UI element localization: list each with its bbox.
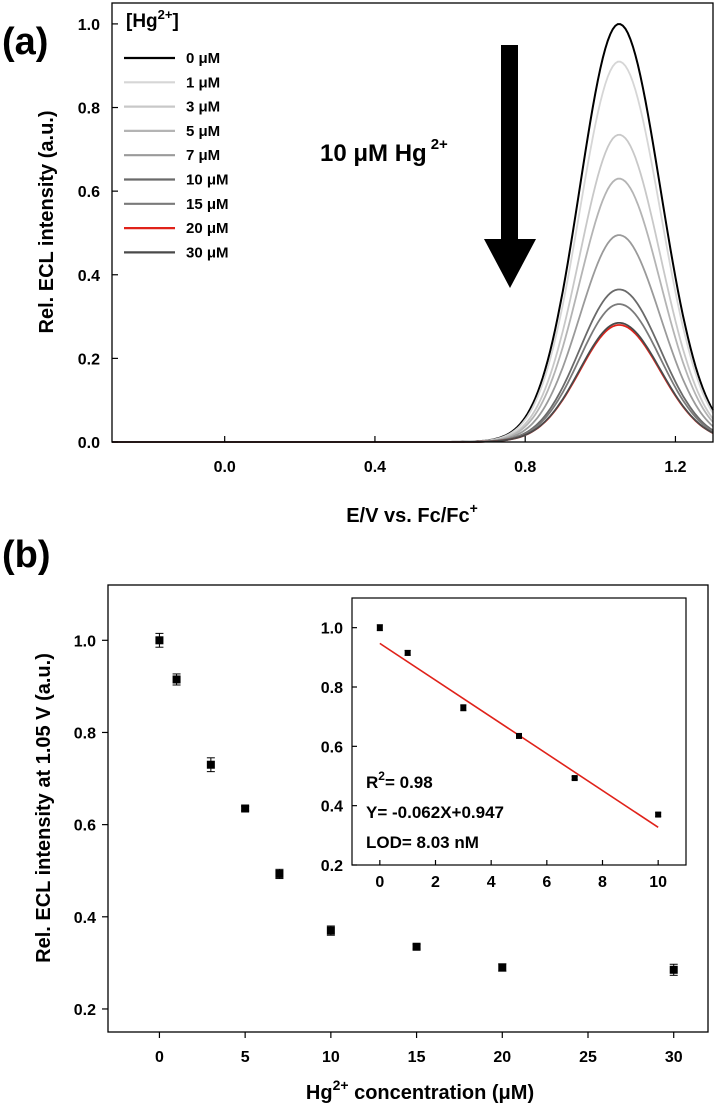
- y-tick-label: 0.0: [78, 435, 100, 452]
- panel-a-label: (a): [2, 21, 48, 63]
- ecl-curve: [112, 324, 714, 443]
- chart-a-y-ticks: 0.0 0.2 0.4 0.6 0.8 1.0: [78, 17, 118, 452]
- y-tick-label: 0.2: [321, 858, 343, 875]
- ecl-curve: [112, 322, 714, 443]
- data-point: [275, 869, 284, 878]
- inset-y-ticks: 0.2 0.4 0.6 0.8 1.0: [321, 621, 357, 875]
- data-point: [412, 942, 421, 951]
- x-tick-label: 1.2: [664, 459, 686, 476]
- x-tick-label: 0: [155, 1049, 164, 1066]
- x-tick-label: 10: [649, 874, 667, 891]
- y-tick-label: 0.6: [321, 739, 343, 756]
- chart-b-x-axis-title: Hg2+ concentration (μM): [306, 1077, 534, 1104]
- ecl-curve: [112, 234, 714, 443]
- arrow-annotation: 10 μM Hg 2+: [320, 136, 448, 167]
- panel-b-label: (b): [2, 534, 51, 576]
- legend-label: 30 μM: [186, 244, 229, 261]
- data-point: [404, 649, 411, 656]
- x-tick-label: 0.4: [364, 459, 386, 476]
- y-tick-label: 0.6: [74, 818, 96, 835]
- x-tick-label: 4: [487, 874, 496, 891]
- data-point: [326, 926, 335, 935]
- chart-a-frame: [111, 2, 714, 443]
- y-tick-label: 0.2: [74, 1002, 96, 1019]
- legend-label: 0 μM: [186, 50, 220, 67]
- equation-text: Y= -0.062X+0.947: [366, 803, 504, 822]
- y-tick-label: 1.0: [78, 17, 100, 34]
- chart-b-y-ticks: 0.2 0.4 0.6 0.8 1.0: [74, 633, 108, 1019]
- chart-b: 0 5 10 15 20 25 30 0.20.40.60.81.0 Hg2+ concen…: [33, 584, 709, 1104]
- data-point: [155, 636, 164, 645]
- y-tick-label: 1.0: [74, 633, 96, 650]
- legend: 0 μM 1 μM 3 μM 5 μM 7 μM 10 μM 15 μM 20 μM 30 μM: [124, 50, 229, 261]
- legend-label: 20 μM: [186, 220, 229, 237]
- data-point: [460, 704, 467, 711]
- y-tick-label: 0.4: [78, 268, 100, 285]
- chart-b-points: [155, 632, 678, 976]
- chart-b-x-ticks: 0 5 10 15 20 25 30: [155, 1032, 683, 1066]
- data-point: [241, 804, 250, 813]
- legend-label: 7 μM: [186, 147, 220, 164]
- x-tick-label: 6: [542, 874, 551, 891]
- y-tick-label: 0.4: [321, 799, 343, 816]
- y-tick-label: 0.2: [78, 351, 100, 368]
- ecl-curve: [112, 288, 714, 443]
- x-tick-label: 5: [241, 1049, 250, 1066]
- legend-label: 3 μM: [186, 99, 220, 116]
- legend-label: 15 μM: [186, 196, 229, 213]
- chart-a: 0.0 0.4 0.8 1.2 0.0 0.2 0.4 0.6 0.8 1.0 E/V vs. …: [36, 2, 714, 527]
- y-tick-label: 1.0: [321, 621, 343, 638]
- y-tick-label: 0.8: [321, 680, 343, 697]
- y-tick-label: 0.6: [78, 184, 100, 201]
- chart-a-x-axis-title: E/V vs. Fc/Fc+: [346, 500, 478, 527]
- legend-title: [Hg2+]: [126, 7, 179, 32]
- x-tick-label: 0.0: [214, 459, 236, 476]
- x-tick-label: 30: [665, 1049, 683, 1066]
- y-tick-label: 0.8: [74, 725, 96, 742]
- data-point: [571, 775, 578, 782]
- r-squared-text: R2= 0.98: [366, 769, 433, 792]
- legend-label: 10 μM: [186, 172, 229, 189]
- chart-a-x-ticks: 0.0 0.4 0.8 1.2: [214, 436, 687, 476]
- chart-b-y-axis-title: Rel. ECL intensity at 1.05 V (a.u.): [33, 653, 55, 963]
- data-point: [498, 963, 507, 972]
- inset-frame: [351, 597, 687, 866]
- chart-a-y-axis-title: Rel. ECL intensity (a.u.): [36, 111, 58, 334]
- x-tick-label: 15: [408, 1049, 426, 1066]
- data-point: [206, 760, 215, 769]
- y-tick-label: 0.4: [74, 910, 96, 927]
- data-point: [516, 732, 522, 739]
- data-point: [172, 675, 181, 684]
- lod-text: LOD= 8.03 nM: [366, 833, 479, 852]
- legend-label: 5 μM: [186, 123, 220, 140]
- x-tick-label: 25: [579, 1049, 597, 1066]
- inset-points: [376, 624, 662, 818]
- x-tick-label: 8: [598, 874, 607, 891]
- data-point: [655, 811, 662, 818]
- data-point: [669, 965, 678, 974]
- legend-label: 1 μM: [186, 74, 220, 91]
- inset-x-ticks: 0 2 4 6 8 10: [375, 860, 667, 891]
- y-tick-label: 0.8: [78, 101, 100, 118]
- chart-b-frame: [107, 584, 709, 1033]
- x-tick-label: 2: [431, 874, 440, 891]
- ecl-curve: [112, 177, 714, 443]
- x-tick-label: 10: [322, 1049, 340, 1066]
- x-tick-label: 0: [375, 874, 384, 891]
- down-arrow-icon: [484, 45, 536, 288]
- x-tick-label: 20: [493, 1049, 511, 1066]
- data-point: [376, 624, 383, 631]
- inset-chart: 0 2 4 6 8 10 0.2 0.4 0.6 0.8 1.0 R2= 0.98 Y= -0.0…: [321, 597, 687, 891]
- x-tick-label: 0.8: [514, 459, 536, 476]
